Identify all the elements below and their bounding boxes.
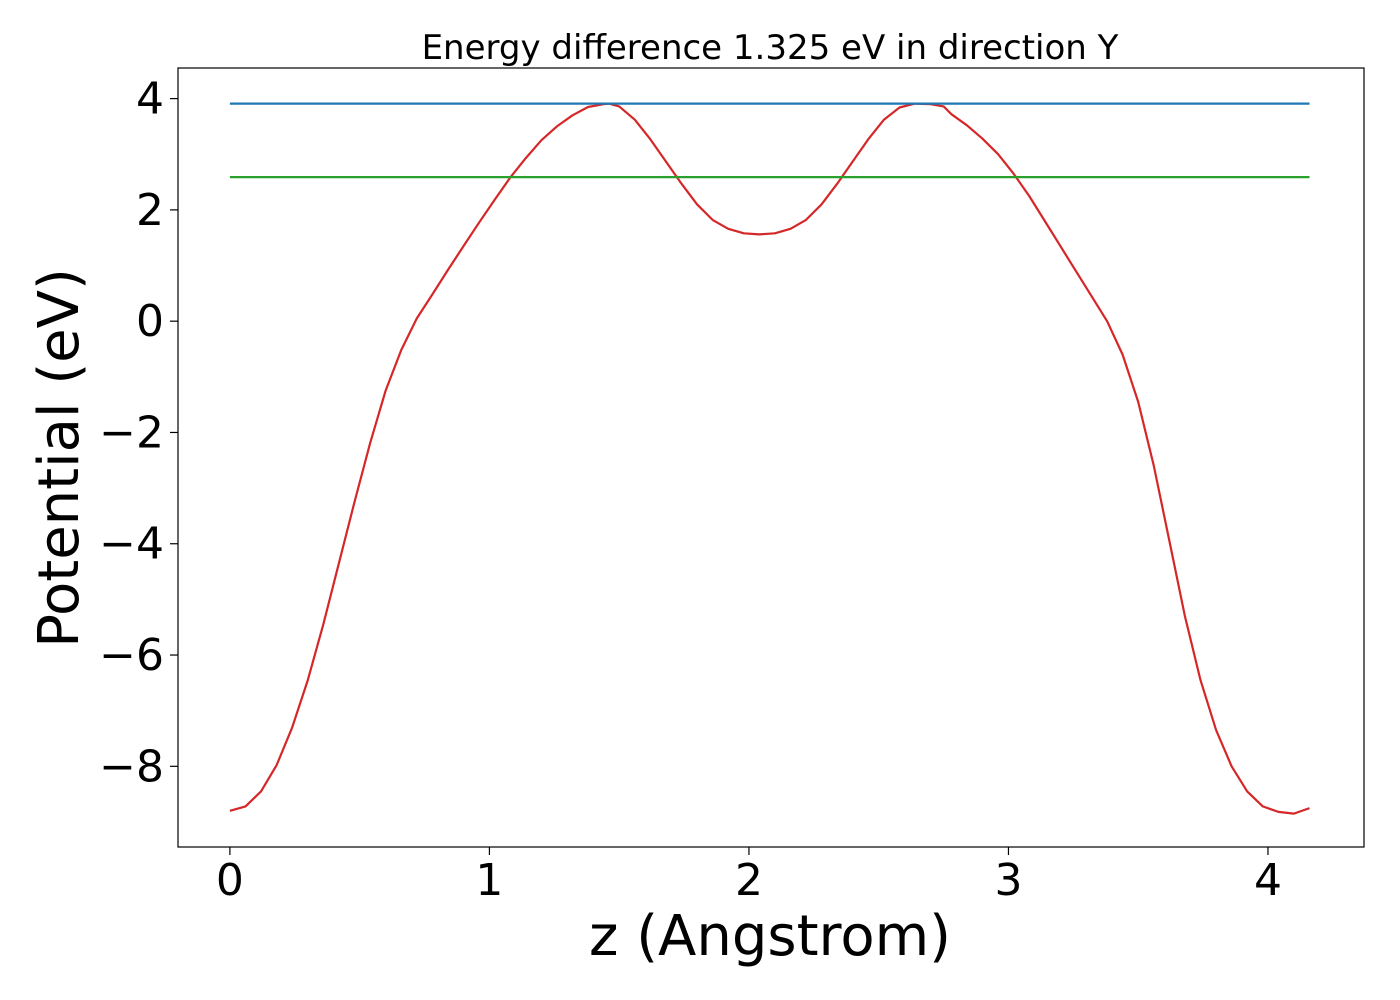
x-tick-label-0: 0 <box>216 855 244 906</box>
y-tick-label-6: 4 <box>136 74 164 125</box>
y-tick-label-2: −4 <box>99 519 164 570</box>
chart-title: Energy difference 1.325 eV in direction … <box>422 28 1119 68</box>
y-tick-label-5: 2 <box>136 185 164 236</box>
plot-area: 0 1 2 3 4 −8 −6 −4 −2 0 2 4 <box>99 67 1365 906</box>
x-tick-label-1: 1 <box>475 855 503 906</box>
y-axis-label: Potential (eV) <box>27 268 92 648</box>
x-tick-label-4: 4 <box>1254 855 1282 906</box>
plot-frame <box>177 67 1365 848</box>
x-tick-label-2: 2 <box>735 855 763 906</box>
y-tick-label-0: −8 <box>99 741 164 792</box>
y-tick-label-1: −6 <box>99 630 164 681</box>
y-tick-label-3: −2 <box>99 407 164 458</box>
series-line-0 <box>229 102 1310 815</box>
y-tick-label-4: 0 <box>136 296 164 347</box>
x-tick-label-3: 3 <box>994 855 1022 906</box>
x-axis-label: z (Angstrom) <box>589 904 951 969</box>
